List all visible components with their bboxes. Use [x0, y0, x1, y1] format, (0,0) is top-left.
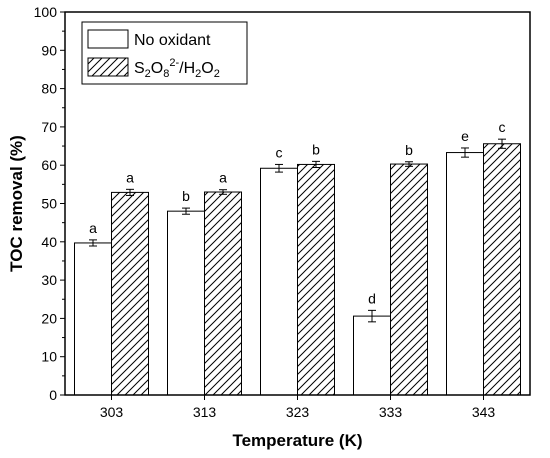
bars: a b c d e a a b b c: [74, 119, 521, 396]
y-tick-label: 80: [41, 81, 57, 97]
y-tick-label: 0: [49, 387, 57, 403]
legend-label-part: O: [201, 60, 213, 77]
bar: [297, 163, 335, 396]
significance-letter: a: [219, 170, 227, 186]
x-tick-label: 333: [379, 404, 403, 420]
bar: [74, 242, 112, 396]
significance-letter: b: [405, 142, 413, 158]
x-tick-label: 343: [472, 404, 496, 420]
significance-letter: c: [276, 144, 283, 160]
legend-label-part: S: [134, 60, 145, 77]
legend-label-part: /H: [179, 60, 195, 77]
plot-frame: [64, 11, 531, 396]
y-tick-label: 100: [34, 4, 58, 20]
legend-label-part: 8: [163, 68, 169, 80]
legend-label-no-oxidant: No oxidant: [134, 32, 211, 49]
significance-letter: d: [368, 290, 376, 306]
y-tick-label: 50: [41, 196, 57, 212]
x-axis-title: Temperature (K): [232, 431, 362, 450]
x-tick-label: 313: [193, 404, 217, 420]
significance-letter: e: [461, 128, 469, 144]
bar: [353, 315, 391, 396]
legend-label-part: 2: [214, 68, 220, 80]
significance-letter: c: [499, 119, 506, 135]
legend: No oxidant S2O82-/H2O2: [81, 21, 248, 85]
legend-swatch-oxidant: [87, 57, 129, 77]
legend-label-part: O: [151, 60, 163, 77]
y-tick-label: 60: [41, 157, 57, 173]
y-tick-label: 40: [41, 234, 57, 250]
significance-letter: b: [182, 188, 190, 204]
significance-letter: a: [126, 169, 134, 185]
bar: [446, 152, 484, 396]
bar: [483, 143, 521, 396]
y-axis-ticks: 0 10 20 30 40 50 60 70 80 90 100: [34, 4, 65, 403]
legend-label-part: 2-: [169, 57, 179, 69]
y-tick-label: 20: [41, 310, 57, 326]
y-tick-label: 30: [41, 272, 57, 288]
y-tick-label: 10: [41, 349, 57, 365]
legend-label-part: 2: [145, 68, 151, 80]
significance-letter: b: [312, 141, 320, 157]
significance-letter: a: [89, 220, 97, 236]
bar: [260, 167, 298, 396]
legend-label-part: 2: [195, 68, 201, 80]
legend-label-oxidant: S2O82-/H2O2: [134, 57, 220, 80]
x-axis-ticks: 303 313 323 333 343: [100, 395, 496, 420]
y-axis-title: TOC removal (%): [7, 135, 26, 272]
bar: [204, 191, 242, 396]
y-tick-label: 90: [41, 42, 57, 58]
y-tick-label: 70: [41, 119, 57, 135]
bar: [111, 191, 149, 396]
x-tick-label: 303: [100, 404, 124, 420]
legend-swatch-no-oxidant: [87, 29, 129, 49]
bar: [167, 210, 205, 396]
bar: [390, 163, 428, 396]
x-tick-label: 323: [286, 404, 310, 420]
